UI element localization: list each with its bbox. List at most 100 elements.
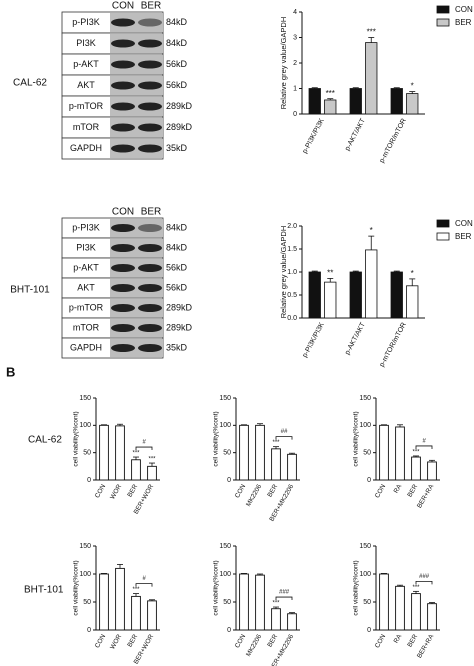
- x-tick-label: RA: [393, 483, 404, 495]
- significance: ***: [272, 440, 280, 446]
- comparison-bracket: [275, 596, 293, 601]
- size-label: 84kD: [166, 17, 188, 27]
- y-tick-label: 100: [359, 422, 371, 429]
- blot-band: [138, 224, 162, 232]
- y-axis-label: cell viability(%cont): [353, 560, 360, 615]
- size-label: 289kD: [166, 322, 193, 332]
- y-tick-label: 150: [219, 543, 231, 550]
- lane-label: BER: [141, 1, 162, 12]
- comparison-label: #: [142, 440, 146, 446]
- bar: [411, 593, 421, 631]
- size-label: 56kD: [166, 262, 188, 272]
- legend-label: CON: [455, 219, 473, 228]
- blot-strip: [110, 279, 163, 297]
- blot-strip: [110, 13, 163, 32]
- bar: [308, 271, 321, 319]
- y-tick-label: 50: [83, 599, 91, 606]
- bar: [255, 424, 265, 481]
- y-tick-label: 150: [79, 543, 91, 550]
- size-label: 84kD: [166, 38, 188, 48]
- bar: [324, 281, 337, 319]
- comparison-bracket: [415, 445, 433, 449]
- bar: [99, 424, 109, 481]
- blot-band: [111, 304, 135, 312]
- y-tick-label: 150: [79, 395, 91, 402]
- x-tick-label: BER: [126, 483, 139, 498]
- legend-swatch: [436, 5, 450, 14]
- comparison-label: ###: [279, 590, 290, 596]
- protein-label: p-AKT: [73, 262, 99, 272]
- blot-band: [138, 144, 162, 153]
- bar: [115, 425, 125, 481]
- blot-band: [138, 284, 162, 292]
- y-tick-label: 0.0: [287, 315, 297, 322]
- y-axis-label: cell viability(%cont): [353, 411, 360, 466]
- bar: [406, 285, 419, 319]
- significance: **: [327, 269, 333, 278]
- x-tick-label: MK2206: [245, 633, 263, 658]
- y-axis-label: cell viability(%cont): [73, 411, 80, 466]
- y-tick-label: 2: [293, 60, 297, 67]
- blot-band: [111, 123, 135, 132]
- blot-band: [138, 264, 162, 272]
- cell-line-label: CAL-62: [13, 78, 47, 89]
- row-label: CAL-62: [28, 435, 62, 446]
- bar: [411, 456, 421, 481]
- significance: ***: [132, 451, 140, 457]
- protein-label: p-PI3K: [72, 17, 100, 27]
- size-label: 289kD: [166, 302, 193, 312]
- x-tick-label: BER: [406, 483, 419, 498]
- y-tick-label: 1.5: [287, 246, 297, 253]
- bar: [379, 424, 389, 481]
- blot-band: [111, 144, 135, 153]
- y-tick-label: 0: [87, 627, 91, 634]
- legend-label: CON: [455, 5, 473, 14]
- bar: [395, 585, 405, 631]
- bar: [131, 595, 141, 631]
- y-tick-label: 4: [293, 9, 297, 16]
- blot-strip: [110, 299, 163, 317]
- blot-band: [111, 81, 135, 90]
- y-tick-label: 0: [227, 477, 231, 484]
- size-label: 35kD: [166, 342, 188, 352]
- x-tick-label: p-AKT/AKT: [344, 321, 367, 356]
- significance: ***: [412, 450, 420, 456]
- x-tick-label: p-PI3K/PI3K: [302, 321, 326, 359]
- y-tick-label: 50: [363, 450, 371, 457]
- blot-band: [138, 304, 162, 312]
- y-axis-label: cell viability(%cont): [213, 411, 220, 466]
- bar: [99, 573, 109, 631]
- blot-band: [111, 264, 135, 272]
- lane-label: CON: [112, 1, 134, 12]
- bar: [147, 600, 157, 631]
- blot-band: [138, 324, 162, 332]
- y-tick-label: 0.5: [287, 292, 297, 299]
- protein-label: p-AKT: [73, 59, 99, 69]
- bar: [147, 465, 157, 481]
- blot-strip: [110, 219, 163, 237]
- blot-strip: [110, 339, 163, 357]
- y-tick-label: 0: [367, 477, 371, 484]
- bar: [365, 42, 378, 115]
- bar: [390, 88, 403, 115]
- blot-band: [111, 224, 135, 232]
- y-tick-label: 150: [219, 395, 231, 402]
- y-tick-label: 150: [359, 543, 371, 550]
- blot-strip: [110, 259, 163, 277]
- bar: [427, 461, 437, 481]
- y-axis-label: cell viability(%cont): [213, 560, 220, 615]
- blot-band: [138, 244, 162, 252]
- blot-band: [111, 344, 135, 352]
- blot-strip: [110, 139, 163, 158]
- y-tick-label: 50: [363, 599, 371, 606]
- blot-band: [111, 244, 135, 252]
- comparison-label: ###: [419, 574, 430, 580]
- protein-label: mTOR: [73, 122, 100, 132]
- size-label: 289kD: [166, 101, 193, 111]
- x-tick-label: RA: [393, 633, 404, 645]
- bar: [239, 573, 249, 631]
- significance: ***: [412, 585, 420, 591]
- blot-strip: [110, 118, 163, 137]
- x-tick-label: BER: [266, 633, 279, 648]
- row-label: BHT-101: [24, 585, 64, 596]
